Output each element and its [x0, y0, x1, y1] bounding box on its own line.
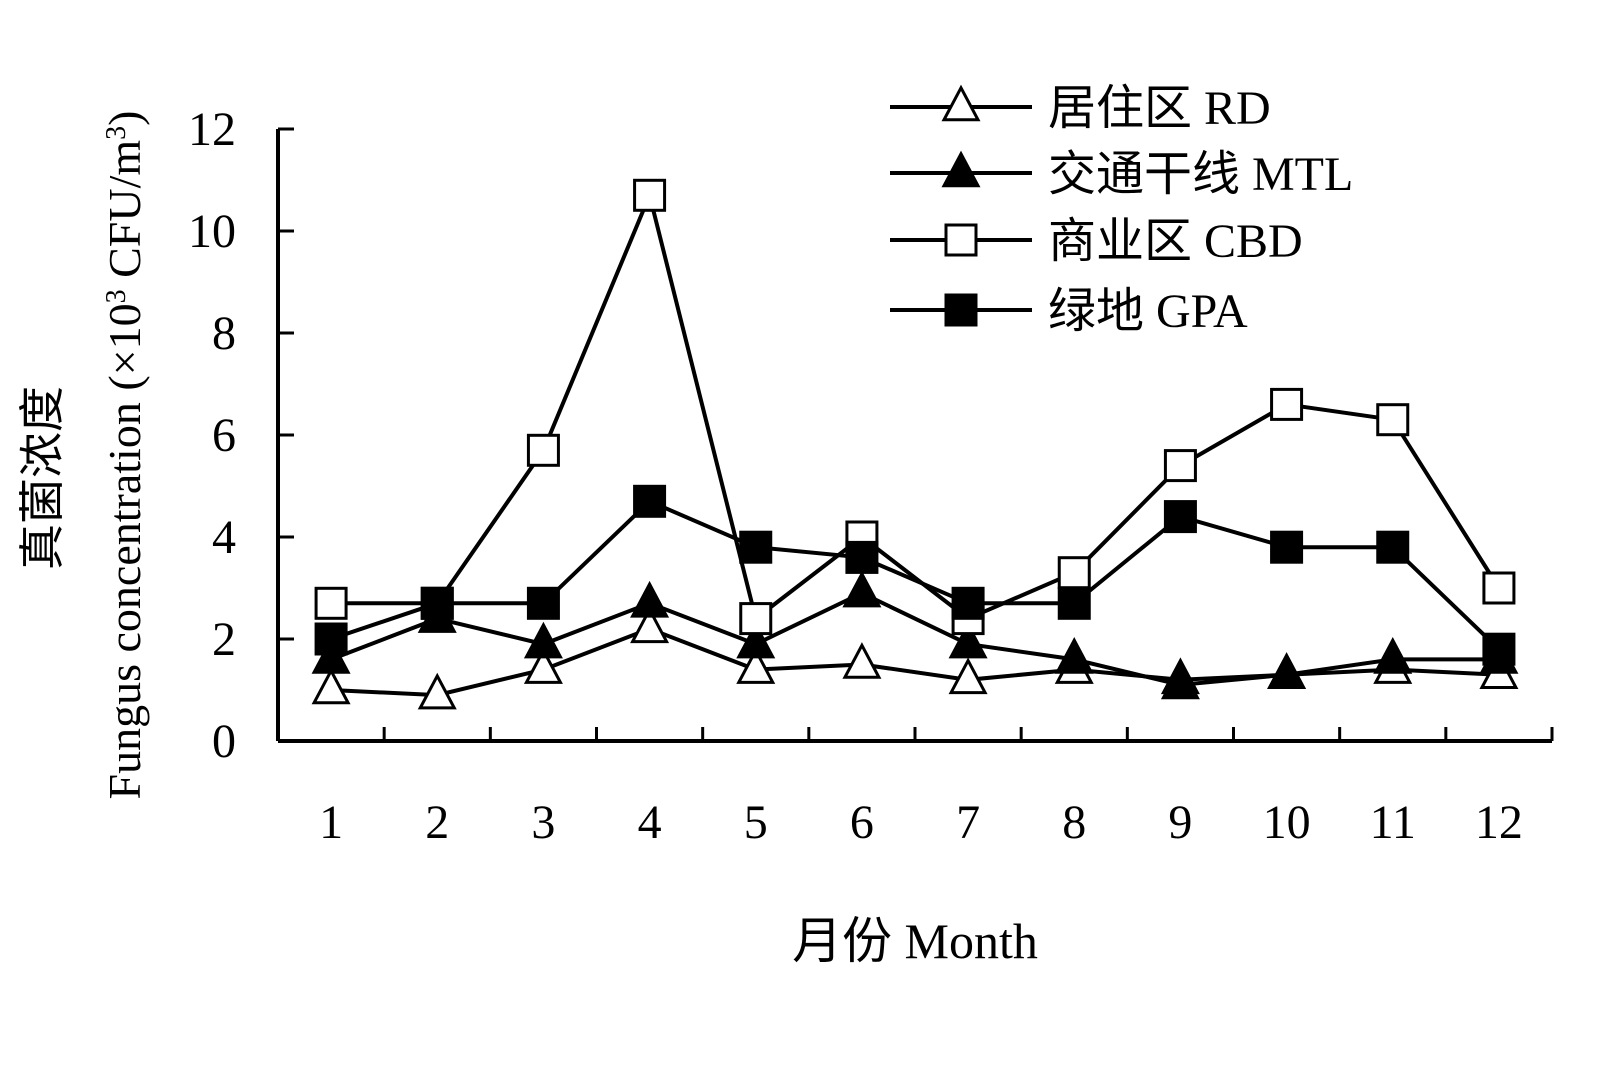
- data-point: [1376, 530, 1410, 564]
- data-point: [1054, 637, 1094, 674]
- data-point: [314, 622, 348, 656]
- y-tick-label: 10: [188, 205, 236, 258]
- y-axis-label-en-sup2: 3: [101, 126, 132, 140]
- legend-marker: [944, 293, 978, 327]
- data-point: [845, 540, 879, 574]
- data-point: [1057, 556, 1091, 590]
- data-point: [523, 621, 563, 659]
- data-point: [311, 667, 351, 705]
- series-line: [330, 590, 1499, 687]
- data-point: [1057, 586, 1091, 620]
- data-point: [1373, 637, 1413, 674]
- data-point: [951, 586, 985, 620]
- y-tick-label: 6: [212, 409, 236, 462]
- data-point: [311, 637, 351, 674]
- x-tick-label: 2: [425, 796, 449, 849]
- data-point: [948, 621, 988, 659]
- legend-item: 绿地 GPA: [890, 285, 1248, 338]
- x-tick-label: 4: [638, 796, 662, 849]
- data-point: [630, 580, 670, 618]
- series-4: [314, 484, 1516, 666]
- data-point: [417, 672, 457, 710]
- legend-marker: [941, 150, 981, 188]
- legend: 居住区 RD 交通干线 MTL 商业区 CBD 绿地 GPA: [890, 82, 1353, 338]
- y-axis-label-en-prefix: Fungus concentration (×10: [99, 303, 150, 799]
- series-line: [330, 498, 1501, 651]
- data-point: [1163, 500, 1197, 534]
- series-2: [311, 570, 1519, 700]
- data-point: [842, 570, 882, 608]
- data-point: [1376, 403, 1410, 437]
- x-axis-label: 月份 Month: [792, 913, 1038, 969]
- y-tick-label: 8: [212, 307, 236, 360]
- legend-marker: [941, 84, 981, 122]
- y-tick-label: 0: [212, 715, 236, 768]
- series-3: [314, 178, 1516, 636]
- y-tick-label: 2: [212, 613, 236, 666]
- legend-item: 商业区 CBD: [890, 215, 1303, 268]
- x-tick-label: 3: [531, 796, 555, 849]
- x-tick-label: 11: [1370, 796, 1416, 849]
- series-layer: [311, 178, 1519, 710]
- y-axis-label-en: Fungus concentration (×103 CFU/m3): [99, 111, 150, 800]
- data-point: [1482, 571, 1516, 605]
- data-point: [1270, 387, 1304, 421]
- legend-marker: [944, 223, 978, 257]
- y-axis-label-en-suffix: ): [99, 111, 150, 126]
- x-tick-label: 9: [1168, 796, 1192, 849]
- data-point: [739, 530, 773, 564]
- data-point: [523, 647, 563, 684]
- data-point: [948, 657, 988, 695]
- x-tick-label: 6: [850, 796, 874, 849]
- x-tick-label: 1: [319, 796, 343, 849]
- legend-item: 交通干线 MTL: [890, 148, 1353, 201]
- y-tick-label: 4: [212, 511, 236, 564]
- data-point: [633, 484, 667, 518]
- data-point: [736, 621, 776, 659]
- y-tick-label: 12: [188, 103, 236, 156]
- data-point: [526, 433, 560, 467]
- series-1: [311, 606, 1519, 710]
- legend-label: 交通干线 MTL: [1048, 148, 1353, 201]
- data-point: [314, 586, 348, 620]
- legend-label: 居住区 RD: [1048, 82, 1271, 135]
- series-line: [331, 188, 1501, 623]
- data-point: [633, 178, 667, 212]
- data-point: [1160, 662, 1200, 700]
- x-tick-label: 10: [1263, 796, 1311, 849]
- data-point: [739, 602, 773, 636]
- y-axis-label-en-mid: CFU/m: [99, 140, 150, 290]
- x-tick-label: 12: [1475, 796, 1523, 849]
- data-point: [526, 586, 560, 620]
- data-point: [420, 586, 454, 620]
- legend-label: 商业区 CBD: [1048, 215, 1303, 268]
- legend-label: 绿地 GPA: [1048, 285, 1248, 338]
- y-axis-label-en-sup1: 3: [101, 289, 132, 303]
- legend-item: 居住区 RD: [890, 82, 1271, 135]
- series-line: [330, 626, 1500, 698]
- data-point: [1482, 632, 1516, 666]
- data-point: [1267, 652, 1307, 689]
- data-point: [842, 642, 882, 679]
- data-point: [1163, 449, 1197, 483]
- y-axis-label-cn: 真菌浓度: [17, 386, 68, 570]
- x-tick-label: 7: [956, 796, 980, 849]
- data-point: [1270, 530, 1304, 564]
- data-point: [630, 606, 670, 644]
- x-tick-label: 8: [1062, 796, 1086, 849]
- data-point: [736, 647, 776, 684]
- x-tick-label: 5: [744, 796, 768, 849]
